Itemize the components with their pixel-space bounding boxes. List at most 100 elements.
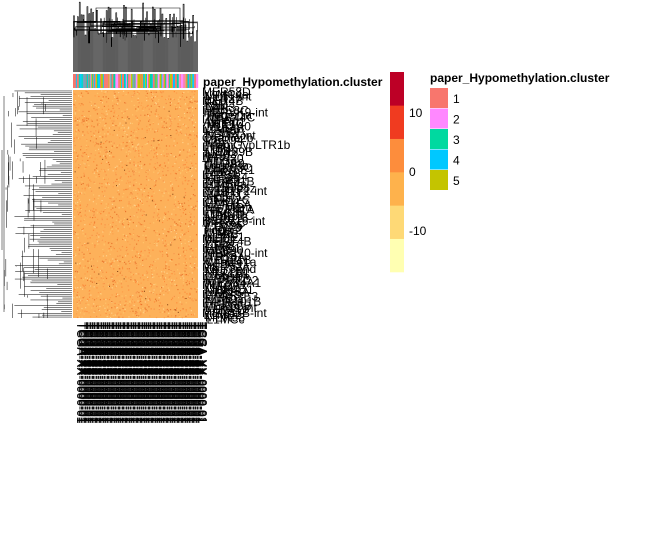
column-label: TCGA-XX-0000-01 xyxy=(140,322,154,424)
annotation-cell xyxy=(87,74,89,88)
cluster-legend-swatch xyxy=(430,108,448,129)
color-scale-tick: -10 xyxy=(409,224,427,238)
annotation-cell xyxy=(167,74,169,88)
column-label: TCGA-XX-0000-01 xyxy=(84,322,98,424)
annotation-cell xyxy=(183,74,185,88)
annotation-cell xyxy=(73,74,76,88)
column-label: TCGA-XX-0000-01 xyxy=(97,322,111,424)
row-label: MER4B xyxy=(202,94,243,108)
annotation-cell xyxy=(127,74,129,88)
row-label: L1MDa xyxy=(205,292,244,306)
annotation-cell xyxy=(182,74,184,88)
annotation-cell xyxy=(196,74,198,88)
column-label: TCGA-XX-0000-01 xyxy=(172,322,186,424)
row-label: L1MB5 xyxy=(205,218,243,232)
row-label: AluYm1 xyxy=(204,115,246,129)
row-label: LTR37 xyxy=(207,92,242,106)
row-label: Tigger3a xyxy=(202,159,249,173)
row-label: MER34A1 xyxy=(207,276,262,290)
row-label: L1MC1 xyxy=(202,241,241,255)
annotation-cell xyxy=(145,74,147,88)
annotation-cell xyxy=(82,74,84,88)
annotation-cell xyxy=(148,74,150,88)
row-label: MLT1F2-int xyxy=(207,184,268,198)
annotation-cell xyxy=(93,74,95,88)
annotation-cell xyxy=(120,74,122,88)
annotation-cell xyxy=(132,74,134,88)
annotation-cell xyxy=(104,74,106,88)
cluster-legend: paper_Hypomethylation.cluster 1 2 3 4 5 xyxy=(430,71,610,190)
row-label: Charlie2b xyxy=(202,131,254,145)
annotation-cell xyxy=(90,74,92,88)
column-label: TCGA-XX-0000-01 xyxy=(175,322,189,424)
annotation-cell xyxy=(168,74,170,88)
column-label: TCGA-XX-0000-01 xyxy=(159,322,173,424)
annotation-cell xyxy=(159,74,161,88)
annotation-cell xyxy=(99,74,102,88)
row-label: HERV16-int xyxy=(202,214,266,228)
column-label: TCGA-XX-0000-01 xyxy=(78,322,92,424)
column-label: TCGA-XX-0000-01 xyxy=(146,322,160,424)
column-label: TCGA-XX-0000-01 xyxy=(130,322,144,424)
annotation-cell xyxy=(110,74,112,88)
annotation-cell xyxy=(111,74,113,88)
annotation-cell xyxy=(128,74,130,88)
annotation-cell xyxy=(163,74,165,88)
column-label: TCGA-XX-0000-01 xyxy=(164,322,178,424)
column-label: TCGA-XX-0000-01 xyxy=(82,322,96,424)
row-label: L1ME5 xyxy=(202,122,240,136)
row-label: MLT2B4 xyxy=(204,170,249,184)
annotation-cell xyxy=(98,74,100,88)
cluster-legend-label: 3 xyxy=(453,133,460,147)
annotation-cell xyxy=(157,74,159,88)
row-label: MER90 xyxy=(204,244,244,258)
column-label: TCGA-XX-0000-01 xyxy=(182,322,196,424)
column-label: TCGA-XX-0000-01 xyxy=(126,322,140,424)
cluster-legend-swatch xyxy=(430,149,448,170)
annotation-cell xyxy=(151,74,154,88)
row-label: LTR13A xyxy=(207,285,250,299)
row-label: MER57E3 xyxy=(204,290,259,304)
row-label: MER96 xyxy=(204,179,244,193)
column-label: TCGA-XX-0000-01 xyxy=(131,322,145,424)
annotation-cell xyxy=(141,74,143,88)
color-scale-tick: 0 xyxy=(409,165,416,179)
row-label: MER83B-int xyxy=(202,306,267,320)
column-label: TCGA-XX-0000-01 xyxy=(142,322,156,424)
row-label: MER39B xyxy=(205,145,253,159)
column-label: TCGA-XX-0000-01 xyxy=(120,322,134,424)
row-label: MER45A xyxy=(204,198,252,212)
row-label: LTR49-int xyxy=(205,301,257,315)
annotation-cell xyxy=(172,74,174,88)
annotation-cell xyxy=(112,74,114,88)
annotation-cell xyxy=(171,74,173,88)
annotation-cell xyxy=(147,74,149,88)
annotation-cell xyxy=(119,74,121,88)
column-label: TCGA-XX-0000-01 xyxy=(112,322,126,424)
row-label: L1PA16 xyxy=(207,212,249,226)
annotation-cell xyxy=(193,74,195,88)
annotation-cell xyxy=(121,74,123,88)
annotation-cell xyxy=(144,74,146,88)
annotation-cell xyxy=(103,74,105,88)
annotation-cell xyxy=(176,74,179,88)
row-label: L1M2 xyxy=(207,147,237,161)
annotation-cell xyxy=(179,74,181,88)
row-label: L1MB3 xyxy=(202,186,240,200)
annotation-cell xyxy=(164,74,166,88)
column-label: TCGA-XX-0000-01 xyxy=(86,322,100,424)
row-label: MER3 xyxy=(205,228,239,242)
annotation-cell xyxy=(170,74,172,88)
annotation-cell xyxy=(169,74,171,88)
annotation-cell xyxy=(75,74,78,88)
column-label: TCGA-XX-0000-01 xyxy=(167,322,181,424)
annotation-cell xyxy=(136,74,138,88)
row-label: L1_Mam xyxy=(205,200,252,214)
heatmap-body xyxy=(73,90,198,319)
row-label: L1MA4A xyxy=(202,269,248,283)
column-label: TCGA-XX-0000-01 xyxy=(79,322,93,424)
annotation-cell xyxy=(154,74,156,88)
row-label: L1MEf xyxy=(205,126,240,140)
annotation-cell xyxy=(81,74,83,88)
row-label: MLT1D xyxy=(205,264,244,278)
